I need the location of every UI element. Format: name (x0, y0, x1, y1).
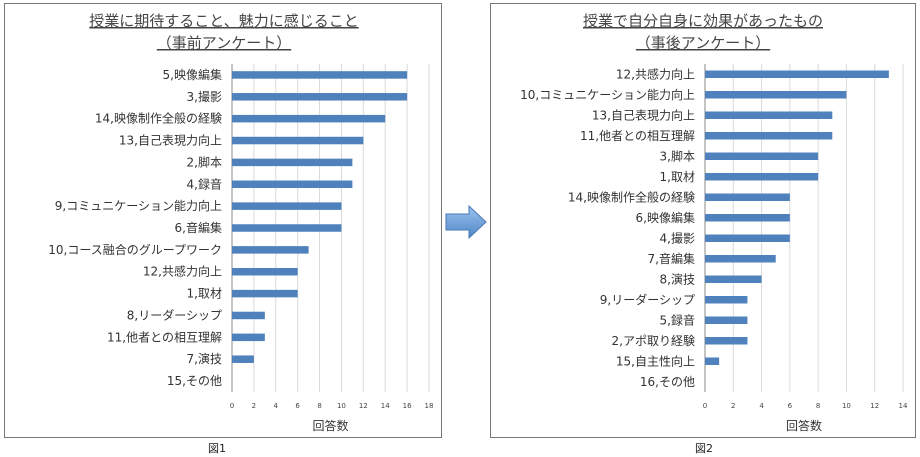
x-tick-label: 8 (317, 402, 321, 410)
category-label: 6,音編集 (175, 220, 222, 235)
category-label: 3,脚本 (660, 148, 695, 163)
bar (705, 193, 790, 201)
bar (232, 114, 386, 123)
bar (705, 316, 748, 324)
bar (232, 267, 298, 276)
x-tick-label: 12 (870, 402, 879, 410)
category-label: 9,リーダーシップ (600, 292, 695, 307)
x-tick-label: 4 (274, 402, 279, 410)
category-label: 13,自己表現力向上 (119, 133, 222, 148)
x-tick-label: 10 (337, 402, 346, 410)
category-label: 2,アポ取り経験 (612, 333, 695, 348)
bar (705, 275, 762, 283)
x-tick-label: 12 (359, 402, 368, 410)
arrow-right-icon (445, 205, 487, 239)
category-label: 12,共感力向上 (616, 66, 695, 81)
category-label: 16,その他 (640, 375, 695, 389)
category-label: 15,その他 (167, 374, 222, 388)
chart-2-svg: 授業で自分自身に効果があったもの （事後アンケート） 0 2 4 6 8 10 12 14 12,共… (520, 12, 908, 433)
x-axis-label: 回答数 (312, 418, 348, 433)
category-label: 4,撮影 (660, 231, 695, 245)
bar (232, 136, 364, 145)
bar (705, 296, 748, 304)
x-tick-label: 6 (788, 402, 793, 410)
category-label: 10,コミュニケーション能力向上 (520, 87, 695, 102)
bar (705, 214, 790, 222)
category-label: 9,コミュニケーション能力向上 (55, 198, 222, 213)
chart-1-svg: 授業に期待すること、魅力に感じること （事前アンケート） 0 2 4 6 8 10 12 14 16… (48, 12, 434, 433)
x-tick-label: 8 (816, 402, 820, 410)
chart-1-title: 授業に期待すること、魅力に感じること (89, 12, 358, 30)
x-tick-label: 10 (842, 402, 851, 410)
category-label: 7,演技 (187, 351, 222, 366)
bar (232, 355, 254, 363)
x-tick-label: 2 (731, 402, 735, 410)
x-tick-label: 2 (252, 402, 256, 410)
bar (705, 337, 748, 345)
bar (232, 224, 342, 232)
bar (232, 71, 408, 79)
x-tick-label: 4 (759, 402, 764, 410)
x-tick-label: 14 (899, 402, 908, 410)
chart-1-caption: 図1 (208, 442, 226, 455)
chart-2-caption: 図2 (695, 442, 713, 455)
category-label: 1,取材 (660, 170, 695, 184)
x-tick-label: 0 (703, 402, 707, 410)
category-label: 12,共感力向上 (143, 264, 222, 279)
chart-panel-2: 授業で自分自身に効果があったもの （事後アンケート） 0 2 4 6 8 10 12 14 12,共… (490, 3, 916, 438)
bar (705, 111, 833, 119)
bar (705, 234, 790, 242)
category-label: 5,録音 (660, 312, 695, 327)
category-label: 1,取材 (187, 287, 222, 301)
x-tick-label: 14 (381, 402, 390, 410)
category-label: 14,映像制作全般の経験 (568, 189, 695, 204)
category-label: 13,自己表現力向上 (592, 107, 695, 122)
x-tick-label: 0 (230, 402, 234, 410)
category-label: 2,脚本 (187, 154, 222, 169)
category-label: 8,リーダーシップ (127, 307, 222, 322)
chart-2-subtitle: （事後アンケート） (636, 34, 770, 52)
bar (705, 70, 889, 78)
category-label: 7,音編集 (648, 251, 695, 266)
bar (232, 158, 353, 167)
category-label: 10,コース融合のグループワーク (48, 242, 222, 257)
category-label: 8,演技 (660, 271, 695, 286)
bar (232, 246, 309, 254)
chart-1-subtitle: （事前アンケート） (157, 34, 291, 52)
bar (232, 93, 408, 101)
x-tick-label: 18 (425, 402, 434, 410)
chart-panel-1: 授業に期待すること、魅力に感じること （事前アンケート） 0 2 4 6 8 10 12 14 16… (4, 3, 442, 438)
x-tick-label: 6 (295, 402, 300, 410)
bar (232, 289, 298, 298)
bar (232, 333, 265, 342)
x-axis-label: 回答数 (786, 418, 822, 433)
bar (705, 91, 847, 99)
bar (232, 311, 265, 320)
bar (705, 152, 819, 160)
bar (232, 202, 342, 210)
category-label: 11,他者との相互理解 (107, 330, 222, 344)
bar (705, 357, 720, 365)
x-tick-label: 16 (403, 402, 412, 410)
bar (232, 180, 353, 189)
category-label: 11,他者との相互理解 (580, 129, 695, 143)
category-label: 6,映像編集 (636, 210, 695, 225)
category-label: 5,映像編集 (163, 67, 222, 82)
chart-2-title: 授業で自分自身に効果があったもの (583, 12, 823, 30)
bar (705, 132, 833, 140)
bar (705, 173, 819, 181)
bar (705, 255, 776, 263)
category-label: 15,自主性向上 (616, 353, 695, 368)
category-label: 14,映像制作全般の経験 (95, 111, 222, 126)
category-label: 4,録音 (187, 176, 222, 191)
category-label: 3,撮影 (187, 90, 222, 104)
